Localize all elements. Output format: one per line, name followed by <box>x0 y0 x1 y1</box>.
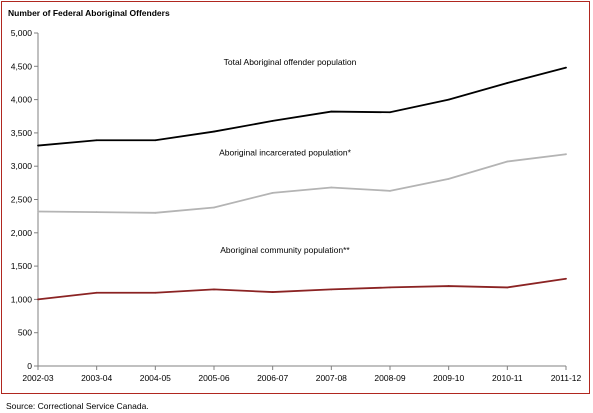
series-3-point <box>154 291 157 294</box>
series-2-point <box>37 210 39 213</box>
y-tick-label: 2,500 <box>11 195 33 205</box>
series-1-point <box>447 98 450 101</box>
series-2-point <box>330 186 333 189</box>
y-tick-label: 3,500 <box>11 128 33 138</box>
series-label-3: Aboriginal community population** <box>220 245 350 255</box>
series-2-point <box>154 211 157 214</box>
series-1-point <box>271 120 274 122</box>
source-note: Source: Correctional Service Canada. <box>6 401 149 411</box>
series-1-point <box>565 66 567 69</box>
series-3-point <box>95 291 98 294</box>
series-1-point <box>330 110 333 113</box>
y-tick-label: 1,500 <box>11 261 33 271</box>
y-tick-label: 1,000 <box>11 294 33 304</box>
y-tick-label: 0 <box>27 361 32 371</box>
series-3-point <box>389 286 391 289</box>
x-tick-label: 2009-10 <box>433 373 464 383</box>
y-tick-label: 5,000 <box>11 28 33 38</box>
series-label-2: Aboriginal incarcerated population* <box>219 148 352 158</box>
series-1-point <box>37 144 39 147</box>
x-tick-label: 2002-03 <box>22 373 53 383</box>
series-1-point <box>213 130 215 133</box>
series-2-point <box>447 177 450 180</box>
chart-frame: Number of Federal Aboriginal Offenders <box>1 1 590 394</box>
series-3-point <box>565 277 567 280</box>
series-3-point <box>37 298 39 301</box>
series-3-point <box>506 286 509 289</box>
y-tick-label: 2,000 <box>11 228 33 238</box>
series-label-1: Total Aboriginal offender population <box>224 57 357 67</box>
x-tick-label: 2010-11 <box>492 373 523 383</box>
series-1-point <box>506 82 509 84</box>
y-tick-label: 4,000 <box>11 95 33 105</box>
x-tick-label: 2004-05 <box>140 373 171 383</box>
chart-title: Number of Federal Aboriginal Offenders <box>8 8 170 18</box>
y-tick-label: 500 <box>18 328 32 338</box>
y-tick-label: 4,500 <box>11 61 33 71</box>
series-2-point <box>565 153 567 156</box>
series-3-point <box>447 285 450 287</box>
x-tick-label: 2003-04 <box>81 373 112 383</box>
series-2-point <box>506 160 509 163</box>
series-line-2 <box>37 153 567 214</box>
series-3-point <box>330 288 333 291</box>
x-tick-label: 2005-06 <box>198 373 229 383</box>
series-line-1 <box>37 66 567 147</box>
series-2-point <box>213 206 215 209</box>
series-2-point <box>271 191 274 194</box>
x-tick-label: 2011-12 <box>551 373 582 383</box>
series-3-point <box>213 288 215 291</box>
x-tick-label: 2007-08 <box>316 373 347 383</box>
series-1-point <box>95 139 98 142</box>
x-tick-label: 2008-09 <box>374 373 405 383</box>
series-1-point <box>154 139 157 142</box>
series-2-point <box>95 211 98 214</box>
series-3-point <box>271 291 274 293</box>
series-1-point <box>389 111 391 114</box>
series-line-3 <box>37 277 567 301</box>
series-2-point <box>389 189 391 192</box>
x-tick-label: 2006-07 <box>257 373 288 383</box>
y-tick-label: 3,000 <box>11 161 33 171</box>
